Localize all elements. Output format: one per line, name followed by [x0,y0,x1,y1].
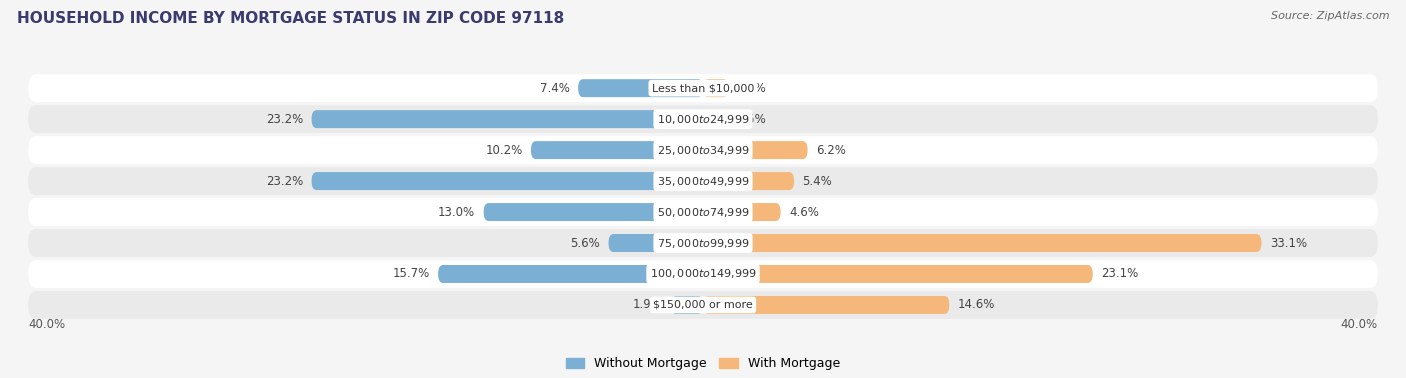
Text: $75,000 to $99,999: $75,000 to $99,999 [657,237,749,249]
Text: 33.1%: 33.1% [1270,237,1308,249]
FancyBboxPatch shape [28,74,1378,102]
FancyBboxPatch shape [703,141,807,159]
FancyBboxPatch shape [671,296,703,314]
Text: 15.7%: 15.7% [392,268,430,280]
FancyBboxPatch shape [28,291,1378,319]
Text: 1.5%: 1.5% [737,113,766,125]
FancyBboxPatch shape [28,105,1378,133]
FancyBboxPatch shape [28,136,1378,164]
Text: 7.4%: 7.4% [540,82,569,94]
Text: 13.0%: 13.0% [439,206,475,218]
Text: $35,000 to $49,999: $35,000 to $49,999 [657,175,749,187]
FancyBboxPatch shape [703,172,794,190]
Text: 23.1%: 23.1% [1101,268,1139,280]
Text: 1.9%: 1.9% [633,299,662,311]
Text: 1.5%: 1.5% [737,82,766,94]
Text: 10.2%: 10.2% [485,144,523,156]
FancyBboxPatch shape [531,141,703,159]
Text: 23.2%: 23.2% [266,113,304,125]
FancyBboxPatch shape [703,265,1092,283]
Text: $10,000 to $24,999: $10,000 to $24,999 [657,113,749,125]
FancyBboxPatch shape [609,234,703,252]
Text: 40.0%: 40.0% [1341,318,1378,331]
Text: 23.2%: 23.2% [266,175,304,187]
FancyBboxPatch shape [28,198,1378,226]
FancyBboxPatch shape [703,296,949,314]
Text: Less than $10,000: Less than $10,000 [652,83,754,93]
FancyBboxPatch shape [703,234,1261,252]
Text: Source: ZipAtlas.com: Source: ZipAtlas.com [1271,11,1389,21]
Legend: Without Mortgage, With Mortgage: Without Mortgage, With Mortgage [561,352,845,375]
Text: $50,000 to $74,999: $50,000 to $74,999 [657,206,749,218]
Text: 4.6%: 4.6% [789,206,818,218]
FancyBboxPatch shape [703,79,728,97]
Text: $25,000 to $34,999: $25,000 to $34,999 [657,144,749,156]
FancyBboxPatch shape [484,203,703,221]
Text: HOUSEHOLD INCOME BY MORTGAGE STATUS IN ZIP CODE 97118: HOUSEHOLD INCOME BY MORTGAGE STATUS IN Z… [17,11,564,26]
Text: 6.2%: 6.2% [815,144,846,156]
Text: 5.4%: 5.4% [803,175,832,187]
FancyBboxPatch shape [703,203,780,221]
FancyBboxPatch shape [703,110,728,128]
Text: $150,000 or more: $150,000 or more [654,300,752,310]
FancyBboxPatch shape [28,229,1378,257]
FancyBboxPatch shape [312,172,703,190]
Text: 14.6%: 14.6% [957,299,995,311]
FancyBboxPatch shape [578,79,703,97]
Text: 5.6%: 5.6% [571,237,600,249]
FancyBboxPatch shape [28,167,1378,195]
FancyBboxPatch shape [312,110,703,128]
Text: 40.0%: 40.0% [28,318,65,331]
FancyBboxPatch shape [439,265,703,283]
Text: $100,000 to $149,999: $100,000 to $149,999 [650,268,756,280]
FancyBboxPatch shape [28,260,1378,288]
